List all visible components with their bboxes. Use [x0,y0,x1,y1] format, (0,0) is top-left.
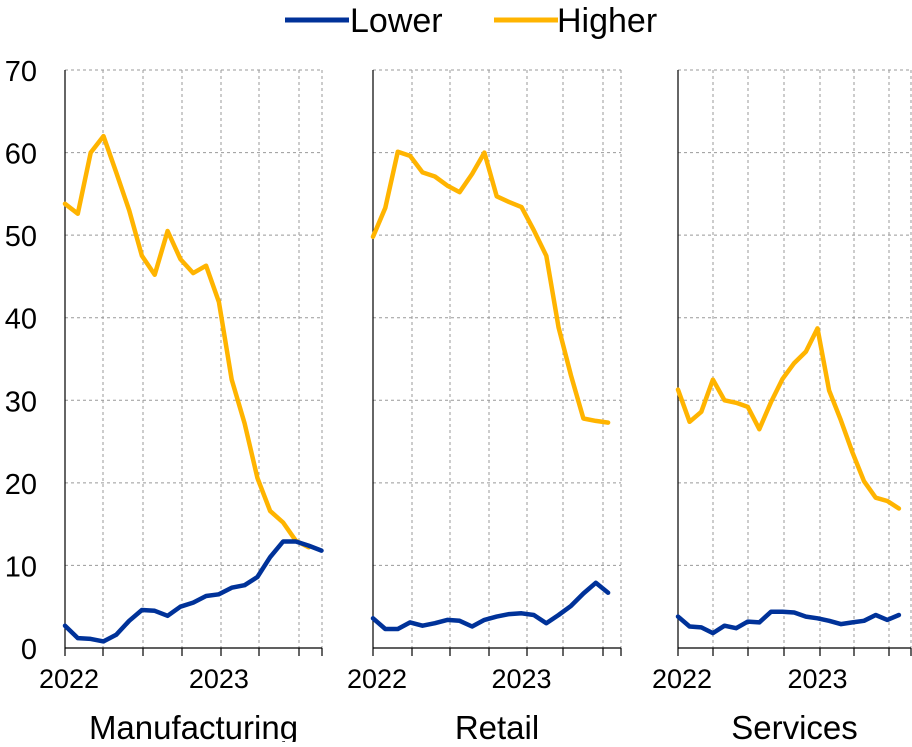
legend-label-lower: Lower [350,2,443,40]
x-tick-label: 2023 [491,664,551,694]
y-tick-label: 0 [21,634,37,666]
y-tick-label: 70 [5,56,37,88]
panel-retail: 2022 2023 Retail [347,69,622,746]
x-tick-label: 2022 [652,664,712,694]
y-tick-label: 20 [5,469,37,501]
series-line-higher [62,133,311,550]
legend: Lower Higher [285,2,657,40]
y-tick-label: 10 [5,551,37,583]
y-tick-label: 30 [5,386,37,418]
series-line-lower [675,609,902,636]
panel-services: 2022 2023 Services [652,69,912,746]
x-axis-label: Services [731,709,858,742]
x-axis-label: Manufacturing [89,709,298,742]
x-tick-label: 2022 [347,664,407,694]
legend-label-higher: Higher [557,2,657,40]
series-line-lower [62,539,324,644]
panel-manufacturing: 0 10 20 30 40 50 60 70 2022 2023 Manufacturing [5,56,324,746]
y-tick-label: 40 [5,304,37,336]
x-tick-label: 2023 [787,664,847,694]
series-line-higher [675,326,902,511]
y-tick-label: 60 [5,139,37,171]
x-axis-label: Retail [455,709,539,742]
x-tick-label: 2022 [39,664,99,694]
series-line-higher [370,149,611,425]
x-tick-label: 2023 [189,664,249,694]
series-line-lower [370,580,611,632]
y-tick-label: 50 [5,221,37,253]
